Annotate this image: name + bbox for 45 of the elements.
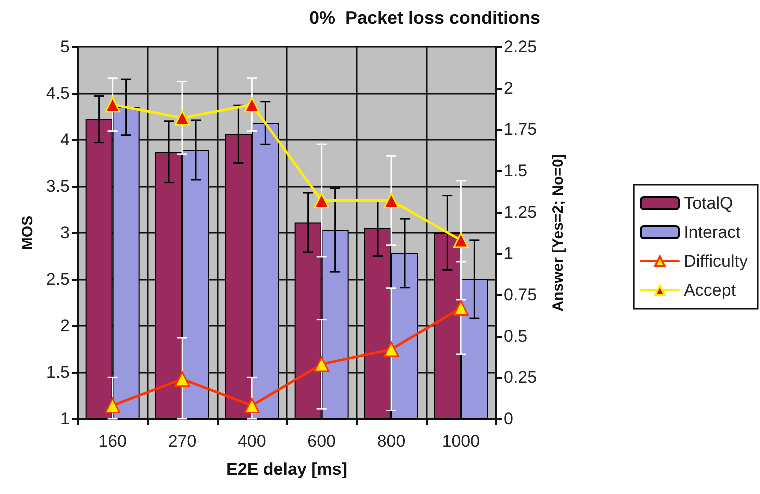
legend-label: Accept: [684, 281, 736, 300]
point: [174, 372, 190, 388]
y2-tick-label: 1.25: [504, 202, 538, 222]
point: [453, 232, 469, 248]
y2-axis-title: Answer [Yes=2; No=0]: [550, 154, 567, 312]
point: [314, 193, 330, 209]
x-axis-title: E2E delay [ms]: [226, 460, 348, 479]
point: [174, 110, 190, 126]
point: [105, 97, 121, 113]
y2-tick-label: 1.75: [504, 120, 538, 140]
point: [314, 356, 330, 372]
legend-label: TotalQ: [684, 194, 734, 213]
x-tick-label: 270: [168, 432, 197, 451]
y-tick-label: 4: [60, 130, 70, 150]
point: [453, 300, 469, 316]
legend-label: Interact: [684, 223, 742, 242]
point: [244, 398, 260, 414]
y2-tick-label: 0.5: [504, 326, 528, 346]
y-axis-title: MOS: [19, 216, 36, 250]
y-tick-label: 3.5: [46, 177, 70, 196]
point: [105, 398, 121, 414]
point: [244, 97, 260, 113]
x-tick-label: 800: [377, 432, 406, 451]
x-tick-label: 400: [238, 432, 266, 451]
y2-tick-label: 2: [504, 78, 514, 98]
chart-title: 0% Packet loss conditions: [309, 8, 541, 28]
x-tick-label: 1000: [442, 432, 480, 451]
y-tick-label: 5: [60, 38, 70, 56]
y2-tick-label: 0: [504, 410, 514, 428]
y-tick-label: 2: [60, 316, 70, 336]
y-tick-label: 2.5: [46, 270, 70, 289]
point: [384, 193, 400, 209]
y2-tick-label: 0.75: [504, 286, 538, 304]
point: [384, 342, 400, 358]
y-tick-label: 1: [60, 410, 70, 428]
y2-tick-label: 1.5: [504, 162, 528, 180]
y2-tick-label: 1: [504, 244, 514, 264]
y2-tick-label: 0.25: [504, 368, 538, 388]
y-tick-label: 3: [60, 224, 70, 242]
x-tick-label: 600: [308, 432, 336, 451]
legend-label: Difficulty: [684, 252, 748, 271]
y-tick-label: 1.5: [46, 363, 70, 382]
y-tick-label: 4.5: [46, 84, 70, 103]
x-tick-label: 160: [98, 432, 128, 451]
y2-tick-label: 2.25: [504, 38, 538, 56]
